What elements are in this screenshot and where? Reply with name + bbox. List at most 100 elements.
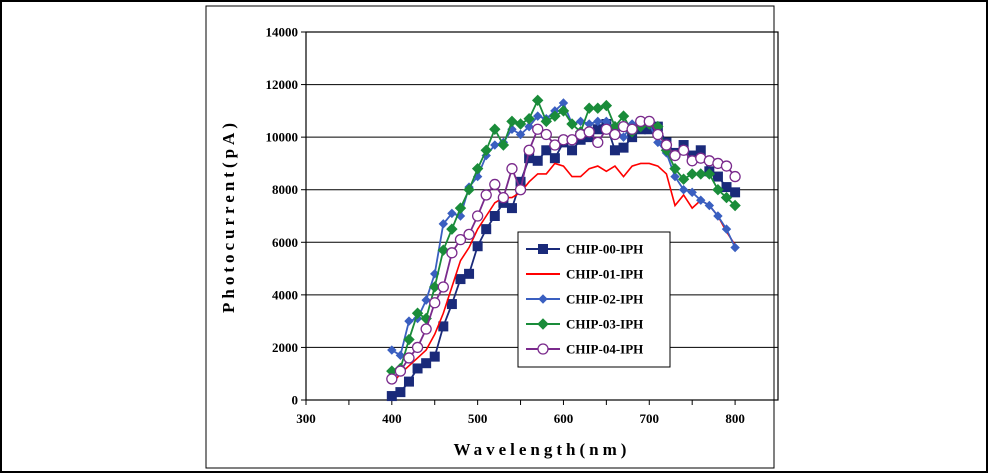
- data-point: [541, 145, 552, 156]
- data-point: [677, 173, 690, 185]
- x-axis-title: Wavelength(nm): [454, 440, 631, 459]
- data-point: [523, 113, 535, 125]
- legend-label: CHIP-00-IPH: [566, 242, 643, 257]
- data-point: [593, 116, 603, 127]
- data-point: [670, 171, 680, 182]
- data-point: [549, 110, 561, 122]
- series-layer: [386, 94, 741, 402]
- data-point: [618, 142, 629, 153]
- series-chip-04-iph: [386, 115, 741, 385]
- x-tick-label: 500: [468, 411, 488, 426]
- data-point: [464, 268, 475, 279]
- data-point: [463, 184, 475, 196]
- data-point: [643, 115, 655, 128]
- data-point: [696, 195, 706, 205]
- data-point: [729, 199, 741, 212]
- data-point: [678, 185, 689, 195]
- data-point: [557, 105, 570, 117]
- y-tick-label: 12000: [266, 77, 299, 92]
- data-point: [471, 210, 484, 222]
- data-point: [514, 184, 527, 196]
- data-point: [455, 274, 466, 285]
- data-point: [438, 321, 449, 332]
- data-point: [618, 132, 629, 142]
- data-point: [438, 219, 449, 229]
- data-point: [412, 363, 423, 374]
- y-axis-title: Photocurrent(pA): [219, 119, 238, 313]
- data-point: [549, 139, 561, 151]
- data-point: [454, 234, 467, 246]
- legend-label: CHIP-04-IPH: [566, 342, 643, 357]
- data-point: [395, 387, 406, 398]
- data-point: [480, 189, 492, 201]
- x-tick-label: 800: [725, 411, 745, 426]
- y-tick-label: 2000: [272, 340, 298, 355]
- data-point: [403, 376, 414, 387]
- data-point: [652, 128, 664, 141]
- legend-swatch-marker: [538, 294, 548, 304]
- data-point: [490, 140, 500, 150]
- data-point: [471, 162, 484, 175]
- data-point: [411, 307, 424, 319]
- data-point: [532, 94, 544, 107]
- data-point: [514, 118, 527, 130]
- legend-label: CHIP-03-IPH: [566, 317, 643, 332]
- data-point: [395, 350, 406, 361]
- data-point: [583, 102, 595, 114]
- data-point: [704, 200, 715, 211]
- data-point: [669, 149, 681, 162]
- data-point: [730, 187, 741, 198]
- ticks-layer: 0 2000 4000 6000 8000 10000 12000 14000 300 400 50…: [266, 25, 745, 427]
- data-point: [686, 168, 698, 180]
- data-point: [497, 191, 510, 204]
- y-tick-label: 6000: [272, 235, 298, 250]
- y-tick-label: 0: [292, 393, 299, 408]
- data-point: [489, 178, 501, 191]
- data-point: [515, 129, 526, 140]
- data-point: [489, 123, 501, 135]
- data-point: [660, 139, 673, 151]
- data-point: [609, 145, 620, 156]
- data-point: [669, 162, 681, 175]
- data-point: [506, 163, 518, 175]
- data-point: [387, 345, 397, 355]
- legend-swatch-marker: [538, 244, 548, 254]
- x-tick-label: 400: [382, 411, 402, 426]
- data-point: [583, 126, 595, 138]
- y-tick-label: 4000: [272, 287, 298, 302]
- x-tick-label: 300: [296, 411, 316, 426]
- data-point: [403, 333, 415, 346]
- data-point: [447, 208, 457, 219]
- data-point: [653, 137, 663, 148]
- data-point: [540, 115, 552, 128]
- data-point: [437, 244, 450, 256]
- data-point: [600, 123, 613, 135]
- y-tick-label: 8000: [272, 182, 298, 197]
- data-point: [626, 123, 638, 135]
- data-point: [712, 184, 724, 196]
- data-point: [713, 211, 723, 221]
- data-point: [532, 155, 543, 166]
- data-point: [609, 128, 621, 141]
- data-point: [729, 170, 741, 183]
- data-point: [403, 352, 415, 364]
- data-point: [480, 144, 492, 156]
- data-point: [566, 134, 578, 146]
- y-tick-label: 10000: [266, 130, 299, 145]
- data-point: [420, 323, 432, 335]
- data-point: [446, 247, 458, 259]
- legend-label: CHIP-02-IPH: [566, 292, 643, 307]
- data-point: [567, 145, 578, 156]
- data-point: [703, 168, 716, 180]
- data-point: [472, 241, 483, 252]
- legend: CHIP-00-IPH CHIP-01-IPH CHIP-02-IPH CHIP-03…: [517, 231, 671, 368]
- series-line: [391, 162, 736, 385]
- plot-area: [305, 31, 779, 401]
- data-point: [523, 144, 535, 156]
- data-point: [720, 160, 733, 172]
- data-point: [575, 116, 586, 127]
- data-point: [592, 102, 604, 114]
- data-point: [437, 281, 449, 293]
